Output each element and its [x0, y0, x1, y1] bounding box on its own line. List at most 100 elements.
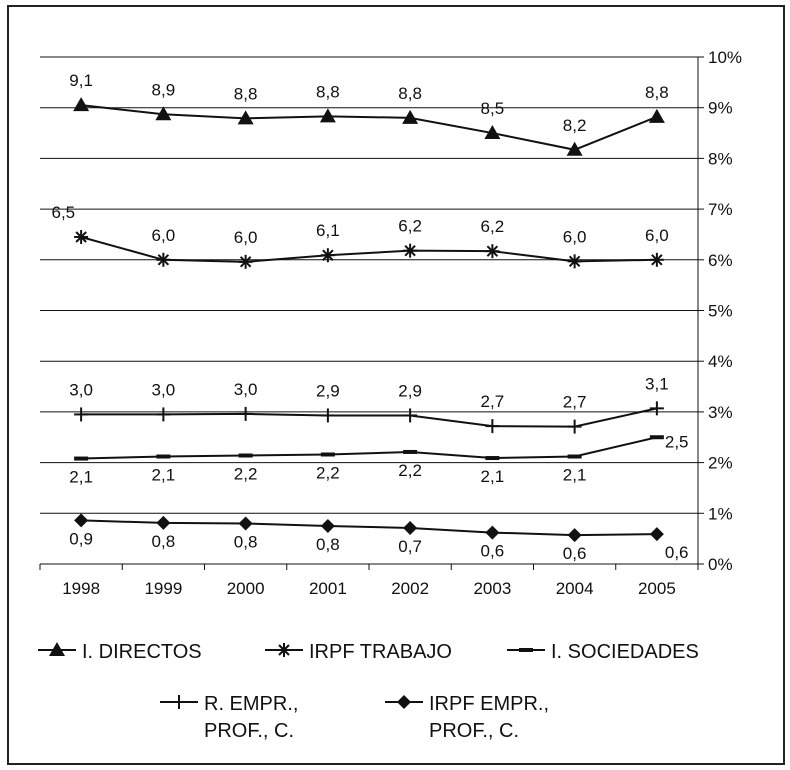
star-marker	[320, 248, 335, 263]
plus-marker	[238, 406, 253, 421]
legend-label: PROF., C.	[429, 720, 519, 742]
y-tick-label: 4%	[708, 352, 733, 371]
triangle-marker	[237, 110, 254, 125]
star-marker	[74, 229, 89, 244]
series-layer	[73, 97, 665, 543]
star-marker	[649, 252, 664, 267]
data-label: 3,0	[234, 380, 258, 399]
data-label: 8,8	[398, 84, 422, 103]
star-marker	[277, 643, 291, 657]
dash-marker	[649, 435, 664, 440]
series-line	[81, 104, 658, 151]
data-label: 0,6	[665, 543, 689, 562]
legend-item: I. SOCIEDADES	[507, 641, 699, 663]
plus-marker	[649, 401, 664, 416]
dash-marker	[156, 454, 171, 459]
star-marker	[485, 244, 500, 259]
data-label: 8,2	[563, 116, 587, 135]
x-tick-label: 2001	[309, 579, 347, 598]
data-label: 2,2	[316, 463, 340, 482]
y-tick-label: 6%	[708, 251, 733, 270]
dash-marker	[403, 449, 418, 454]
x-tick-label: 2005	[638, 579, 676, 598]
data-label: 2,7	[563, 393, 587, 412]
y-tick-label: 5%	[708, 302, 733, 321]
data-label: 0,8	[316, 535, 340, 554]
diamond-marker	[238, 516, 253, 531]
star-marker	[403, 243, 418, 258]
data-label: 2,2	[234, 465, 258, 484]
data-label: 6,0	[563, 227, 587, 246]
y-tick-label: 7%	[708, 200, 733, 219]
triangle-marker	[648, 108, 665, 123]
series-line	[81, 407, 658, 428]
data-label: 0,6	[563, 544, 587, 563]
x-tick-label: 1999	[144, 579, 182, 598]
data-label: 2,1	[69, 468, 93, 487]
data-labels: 9,1 8,9 8,8 8,8 8,8 8,5 8,2 8,8 6,5 6,0 6,0 6,1 6,2 6…	[51, 71, 688, 563]
dash-marker	[238, 453, 253, 458]
data-label: 0,8	[234, 532, 258, 551]
legend-item: R. EMPR., PROF., C.	[160, 693, 298, 742]
data-label: 0,9	[69, 529, 93, 548]
y-tick-label: 2%	[708, 454, 733, 473]
data-label: 6,2	[481, 217, 505, 236]
x-tick-label: 2004	[556, 579, 594, 598]
dash-marker	[320, 452, 335, 457]
plus-marker	[567, 419, 582, 434]
y-tick-label: 10%	[708, 48, 742, 67]
data-label: 8,8	[316, 82, 340, 101]
data-label: 9,1	[69, 71, 93, 90]
legend-label: I. DIRECTOS	[82, 641, 202, 663]
data-label: 2,1	[481, 467, 505, 486]
plus-marker	[172, 695, 186, 709]
data-label: 6,2	[398, 217, 422, 236]
legend-label: R. EMPR.,	[204, 693, 298, 715]
data-label: 8,8	[645, 83, 669, 102]
legend-label: PROF., C.	[204, 720, 294, 742]
data-label: 8,5	[481, 99, 505, 118]
star-marker	[567, 254, 582, 269]
x-tick-label: 1998	[62, 579, 100, 598]
diamond-marker	[649, 527, 664, 542]
data-label: 2,1	[563, 466, 587, 485]
data-label: 6,1	[316, 221, 340, 240]
data-label: 6,0	[152, 226, 176, 245]
plus-marker	[403, 408, 418, 423]
data-label: 8,9	[152, 80, 176, 99]
x-tick-label: 2002	[391, 579, 429, 598]
plus-marker	[74, 407, 89, 422]
series-line	[80, 236, 657, 263]
data-label: 2,7	[481, 392, 505, 411]
dash-marker	[74, 456, 89, 461]
dash-marker	[567, 454, 582, 459]
triangle-marker	[402, 109, 419, 124]
data-label: 0,6	[481, 542, 505, 561]
plus-marker	[156, 407, 171, 422]
dash-marker	[485, 456, 500, 461]
data-label: 2,9	[398, 381, 422, 400]
legend-label: IRPF EMPR.,	[429, 693, 549, 715]
legend-label: IRPF TRABAJO	[309, 641, 452, 663]
y-tick-label: 9%	[708, 99, 733, 118]
y-tick-label: 3%	[708, 403, 733, 422]
legend-label: I. SOCIEDADES	[551, 641, 699, 663]
star-marker	[156, 252, 171, 267]
diamond-marker	[320, 518, 335, 533]
data-label: 3,0	[152, 380, 176, 399]
diamond-marker	[74, 513, 89, 528]
triangle-marker	[566, 141, 583, 156]
data-label: 6,5	[51, 203, 75, 222]
data-label: 0,8	[152, 532, 176, 551]
chart-frame	[7, 5, 785, 765]
triangle-marker	[49, 642, 65, 656]
triangle-marker	[319, 108, 336, 123]
gridlines	[40, 56, 698, 514]
legend-item: IRPF EMPR., PROF., C.	[385, 693, 549, 742]
data-label: 0,7	[398, 537, 422, 556]
y-tick-label: 1%	[708, 504, 733, 523]
x-tick-label: 2003	[473, 579, 511, 598]
plus-marker	[320, 408, 335, 423]
legend-item: I. DIRECTOS	[38, 641, 202, 663]
